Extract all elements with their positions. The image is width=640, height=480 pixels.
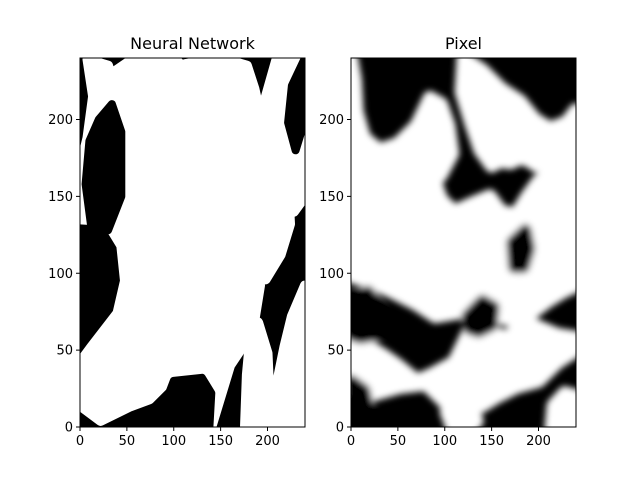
black-region (81, 100, 126, 235)
x-tick-label: 150 (479, 434, 504, 449)
image-content (351, 58, 576, 427)
y-tick-label: 0 (336, 421, 344, 436)
x-tick-label: 200 (255, 434, 280, 449)
black-region (351, 285, 386, 344)
y-tick-label: 200 (48, 113, 73, 128)
axes-frame (79, 57, 306, 428)
subplot-pixel: Pixel 0 50 100 150 200 0 50 100 150 200 (319, 34, 577, 449)
subplot-title: Pixel (445, 34, 482, 53)
y-tick-label: 200 (319, 113, 344, 128)
x-tick-label: 50 (390, 434, 407, 449)
white-region (240, 317, 275, 427)
subplot-title: Neural Network (130, 34, 255, 53)
x-tick-label: 100 (432, 434, 457, 449)
white-region (479, 118, 537, 170)
y-tick-label: 100 (319, 267, 344, 282)
axes-frame (350, 57, 577, 428)
black-region (461, 294, 500, 338)
x-tick-label: 100 (161, 434, 186, 449)
black-region (160, 373, 216, 427)
white-region (351, 58, 460, 192)
black-region (284, 58, 305, 155)
y-tick-label: 150 (48, 190, 73, 205)
y-tick-label: 0 (65, 421, 73, 436)
x-tick-label: 0 (76, 434, 84, 449)
image-content (80, 58, 305, 427)
white-region (260, 280, 305, 427)
x-tick-label: 0 (347, 434, 355, 449)
white-region (351, 312, 576, 419)
subplot-neural-network: Neural Network 0 50 100 150 200 0 50 100 150 200 (48, 34, 306, 449)
black-region (351, 374, 376, 427)
x-tick-label: 50 (119, 434, 136, 449)
x-tick-label: 150 (208, 434, 233, 449)
y-tick-label: 50 (56, 344, 73, 359)
white-region (180, 58, 295, 285)
x-tick-label: 200 (526, 434, 551, 449)
white-region (544, 386, 576, 427)
black-region (506, 224, 536, 274)
y-tick-label: 100 (48, 267, 73, 282)
white-region (439, 389, 484, 427)
y-tick-label: 150 (319, 190, 344, 205)
y-tick-label: 50 (327, 344, 344, 359)
